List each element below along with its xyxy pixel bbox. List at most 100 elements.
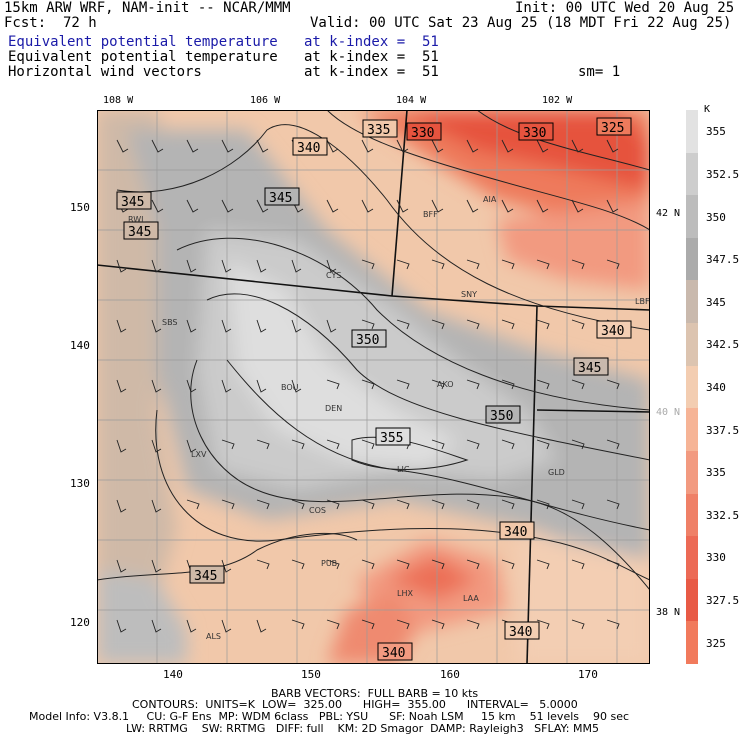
lat-label-42n: 42 N: [656, 208, 681, 219]
contour-label-330-b: 330: [518, 122, 554, 141]
colorbar: [686, 110, 698, 665]
lon-label-104w: 104 W: [396, 95, 427, 106]
contour-label-340-top: 340: [292, 137, 328, 156]
colorbar-label: 355: [706, 125, 726, 139]
contour-labels: 335 330 330 325 340 345 345 345 350 340 …: [116, 117, 632, 661]
contour-label-345-c: 345: [123, 221, 159, 240]
lon-label-108w: 108 W: [103, 95, 134, 106]
svg-text:345: 345: [121, 195, 144, 210]
colorbar-label: 345: [706, 295, 726, 309]
lon-label-102w: 102 W: [542, 95, 573, 106]
contour-label-345-right: 345: [573, 357, 609, 376]
model-info-physics: LW: RRTMG SW: RRTMG DIFF: full KM: 2D Sm…: [126, 722, 599, 735]
svg-text:340: 340: [601, 324, 624, 339]
svg-text:345: 345: [269, 191, 292, 206]
station-laa: LAA: [463, 594, 479, 603]
station-cos: COS: [309, 506, 326, 515]
svg-text:355: 355: [380, 431, 403, 446]
field-3-name: Horizontal wind vectors: [8, 64, 202, 80]
contour-label-345-low: 345: [189, 565, 225, 584]
svg-text:345: 345: [128, 225, 151, 240]
colorbar-label: 342.5: [706, 338, 740, 352]
y-label-120: 120: [70, 616, 90, 629]
station-lxv: LXV: [191, 450, 207, 459]
svg-text:350: 350: [490, 409, 513, 424]
colorbar-segment: [686, 152, 698, 196]
station-lbf: LBF: [635, 297, 650, 306]
contour-label-345-a: 345: [264, 187, 300, 206]
svg-text:330: 330: [411, 126, 434, 141]
station-cys: CYS: [326, 271, 341, 280]
colorbar-label: 352.5: [706, 167, 740, 181]
contour-label-330-a: 330: [406, 122, 442, 141]
colorbar-segment: [686, 195, 698, 239]
station-den: DEN: [325, 404, 342, 413]
x-label-170: 170: [578, 668, 598, 681]
colorbar-label: 327.5: [706, 594, 740, 608]
svg-text:340: 340: [297, 141, 320, 156]
station-gld: GLD: [548, 468, 565, 477]
colorbar-segment: [686, 493, 698, 537]
svg-text:345: 345: [578, 361, 601, 376]
smoothing-value: sm= 1: [578, 64, 621, 80]
x-label-140: 140: [163, 668, 183, 681]
colorbar-segment: [686, 621, 698, 665]
field-2-name: Equivalent potential temperature: [8, 49, 278, 65]
station-pub: PUB: [321, 559, 337, 568]
station-als: ALS: [206, 632, 221, 641]
map-frame: [97, 110, 650, 664]
contour-label-340-bottom: 340: [377, 642, 413, 661]
colorbar-label: 330: [706, 551, 726, 565]
svg-text:345: 345: [194, 569, 217, 584]
x-label-150: 150: [301, 668, 321, 681]
colorbar-unit: K: [704, 104, 711, 115]
colorbar-label: 337.5: [706, 423, 740, 437]
valid-time: Valid: 00 UTC Sat 23 Aug 25 (18 MDT Fri …: [310, 15, 732, 31]
forecast-hour: 72 h: [63, 15, 97, 31]
colorbar-segment: [686, 110, 698, 153]
colorbar-label: 332.5: [706, 508, 740, 522]
svg-text:330: 330: [523, 126, 546, 141]
contour-legend: CONTOURS: UNITS=K LOW= 325.00 HIGH= 355.…: [132, 698, 578, 711]
field-1-name: Equivalent potential temperature: [8, 34, 278, 50]
station-bff: BFF: [423, 210, 438, 219]
colorbar-label: 347.5: [706, 253, 740, 267]
y-label-140: 140: [70, 339, 90, 352]
contour-label-355: 355: [375, 427, 411, 446]
station-sny: SNY: [461, 290, 477, 299]
colorbar-segment: [686, 365, 698, 409]
map-panel: 335 330 330 325 340 345 345 345 350 340 …: [97, 110, 650, 664]
county-lines: [97, 110, 650, 664]
state-boundaries: [97, 110, 650, 664]
station-aia: AIA: [483, 195, 497, 204]
contour-label-345-b: 345: [116, 191, 152, 210]
lat-label-40n: 40 N: [656, 407, 681, 418]
contour-label-340-right: 340: [596, 320, 632, 339]
field-1-level: at k-index = 51: [304, 34, 439, 50]
station-lic: LIC: [397, 465, 410, 474]
colorbar-segment: [686, 536, 698, 580]
svg-text:335: 335: [367, 123, 390, 138]
colorbar-label: 325: [706, 636, 726, 650]
colorbar-segment: [686, 323, 698, 367]
forecast-label: Fcst:: [4, 15, 47, 31]
barb-legend: BARB VECTORS: FULL BARB = 10 kts: [271, 687, 479, 700]
svg-text:350: 350: [356, 333, 379, 348]
model-info: Model Info: V3.8.1 CU: G-F Ens MP: WDM 6…: [29, 710, 630, 723]
colorbar-segment: [686, 450, 698, 494]
model-title: 15km ARW WRF, NAM-init -- NCAR/MMM: [4, 0, 291, 16]
station-sbs: SBS: [162, 318, 178, 327]
field-3-level: at k-index = 51: [304, 64, 439, 80]
lon-label-106w: 106 W: [250, 95, 281, 106]
contour-label-335: 335: [362, 119, 398, 138]
contour-label-350-b: 350: [485, 405, 521, 424]
colorbar-segment: [686, 280, 698, 324]
x-label-160: 160: [440, 668, 460, 681]
colorbar-segment: [686, 237, 698, 281]
contour-label-340-mid: 340: [499, 521, 535, 540]
colorbar-label: 340: [706, 381, 726, 394]
init-time: Init: 00 UTC Wed 20 Aug 25: [515, 0, 735, 16]
y-label-150: 150: [70, 201, 90, 214]
contour-label-340-low-right: 340: [504, 621, 540, 640]
svg-text:325: 325: [601, 121, 624, 136]
